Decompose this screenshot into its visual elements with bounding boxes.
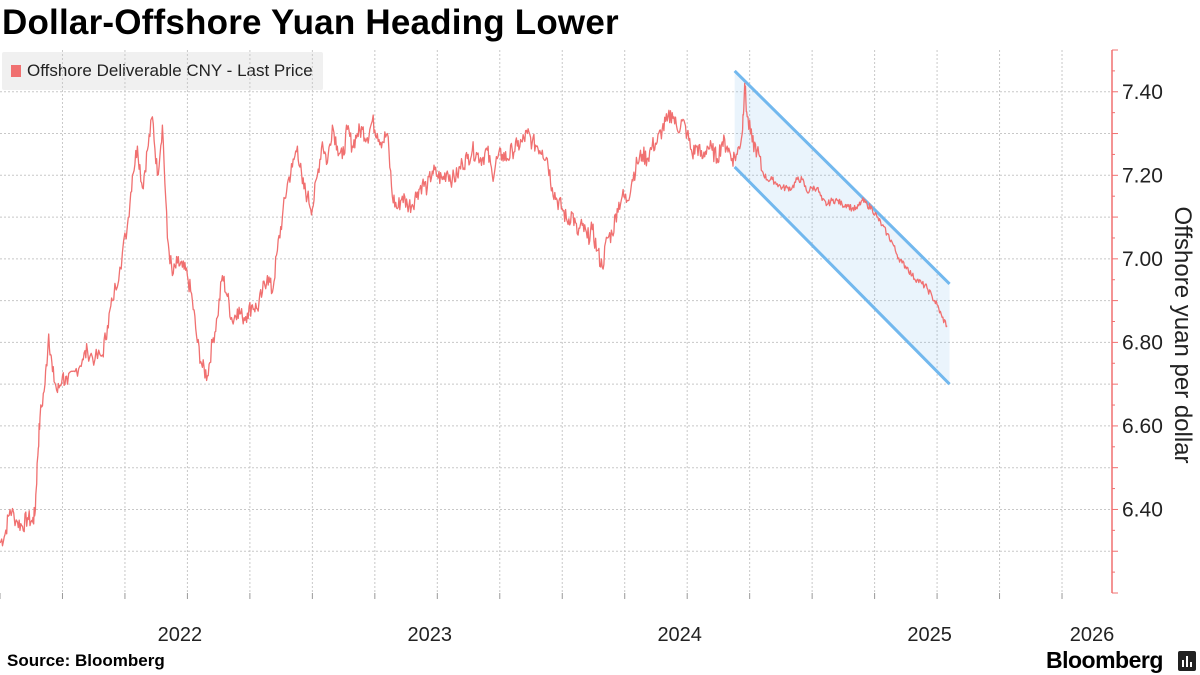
chart-title: Dollar-Offshore Yuan Heading Lower bbox=[2, 3, 619, 42]
y-tick-label: 7.40 bbox=[1122, 81, 1163, 104]
bloomberg-terminal-icon bbox=[1178, 651, 1196, 671]
y-tick-label: 6.60 bbox=[1122, 415, 1163, 438]
series-layer bbox=[0, 82, 948, 547]
x-tick-label: 2024 bbox=[657, 624, 702, 646]
legend-swatch bbox=[11, 65, 21, 77]
brand-logo-text: Bloomberg bbox=[1046, 647, 1163, 673]
legend: Offshore Deliverable CNY - Last Price bbox=[2, 52, 323, 90]
x-axis: 2022 2023 2024 2025 2026 bbox=[0, 593, 1114, 646]
source-note: Source: Bloomberg bbox=[7, 651, 165, 670]
legend-label: Offshore Deliverable CNY - Last Price bbox=[27, 61, 313, 80]
y-tick-label: 6.80 bbox=[1122, 331, 1163, 354]
channel-upper-line bbox=[733, 69, 951, 285]
channel-fill bbox=[734, 70, 950, 385]
y-tick-label: 6.40 bbox=[1122, 498, 1163, 521]
y-tick-label: 7.00 bbox=[1122, 248, 1163, 271]
y-tick-label: 7.20 bbox=[1122, 164, 1163, 187]
x-tick-label: 2023 bbox=[408, 624, 453, 646]
y-axis: 6.40 6.60 6.80 7.00 7.20 7.40 bbox=[1111, 49, 1163, 594]
channel-lower-line bbox=[733, 165, 951, 386]
channel-annotation bbox=[733, 69, 951, 386]
series-line-cny bbox=[0, 82, 948, 547]
x-tick-label: 2022 bbox=[158, 624, 203, 646]
grid bbox=[0, 50, 1112, 593]
x-tick-label: 2025 bbox=[907, 624, 952, 646]
y-axis-title: Offshore yuan per dollar bbox=[1169, 206, 1196, 463]
x-tick-label: 2026 bbox=[1070, 624, 1115, 646]
